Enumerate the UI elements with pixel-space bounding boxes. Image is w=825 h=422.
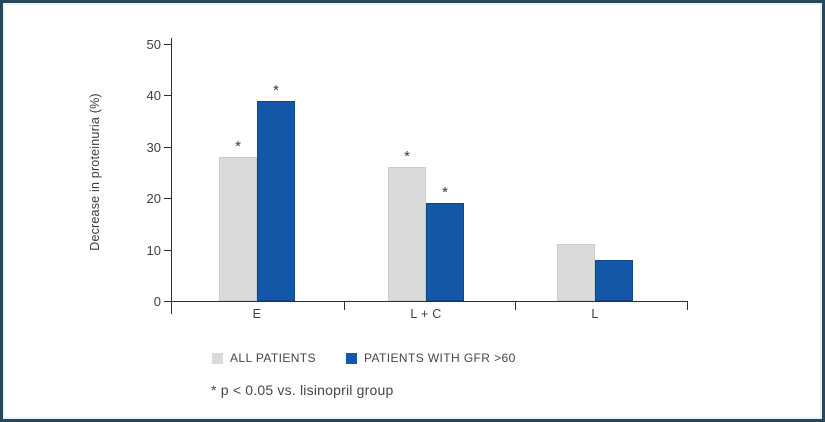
y-tick-40 (164, 95, 171, 97)
legend-item-gfr-patients: PATIENTS WITH GFR >60 (346, 351, 516, 365)
category-label-2: L (591, 307, 599, 321)
y-tick-10 (164, 249, 171, 251)
bar-E-all-patients (219, 157, 257, 301)
y-tick-30 (164, 146, 171, 148)
significance-star-E-s1: * (273, 81, 279, 99)
significance-star-LC-s0: * (404, 148, 410, 166)
legend-swatch-all-patients (212, 352, 223, 364)
y-tick-label-20: 20 (146, 191, 161, 207)
bar-chart-plot-area: 0 10 20 30 40 50 * * E * * L + C L (3, 3, 822, 419)
y-tick-label-10: 10 (146, 242, 161, 258)
significance-footnote: * p < 0.05 vs. lisinopril group (211, 382, 394, 398)
significance-star-E-s0: * (235, 138, 241, 156)
y-tick-label-30: 30 (146, 139, 161, 155)
legend-item-all-patients: ALL PATIENTS (212, 351, 316, 365)
bar-E-gfr-gt60 (257, 100, 295, 301)
bar-LC-all-patients (388, 167, 426, 301)
bar-LC-gfr-gt60 (426, 203, 464, 301)
legend-label-all-patients: ALL PATIENTS (230, 351, 316, 365)
x-tick-1 (515, 301, 516, 310)
y-tick-label-50: 50 (146, 37, 161, 52)
significance-star-LC-s1: * (442, 184, 448, 202)
x-axis-line (171, 301, 688, 302)
y-tick-label-40: 40 (146, 88, 161, 104)
bar-L-all-patients (557, 244, 595, 301)
y-axis-line (171, 38, 172, 314)
legend-label-gfr-patients: PATIENTS WITH GFR >60 (364, 351, 516, 365)
x-tick-0 (344, 301, 345, 310)
category-label-0: E (252, 307, 262, 321)
y-tick-label-0: 0 (153, 294, 161, 309)
y-tick-50 (164, 44, 171, 45)
category-label-1: L + C (410, 307, 442, 321)
legend-swatch-gfr-patients (346, 352, 357, 364)
y-tick-20 (164, 198, 171, 200)
x-tick-2 (687, 301, 688, 310)
bar-L-gfr-gt60 (595, 259, 633, 301)
y-tick-0 (164, 301, 171, 302)
